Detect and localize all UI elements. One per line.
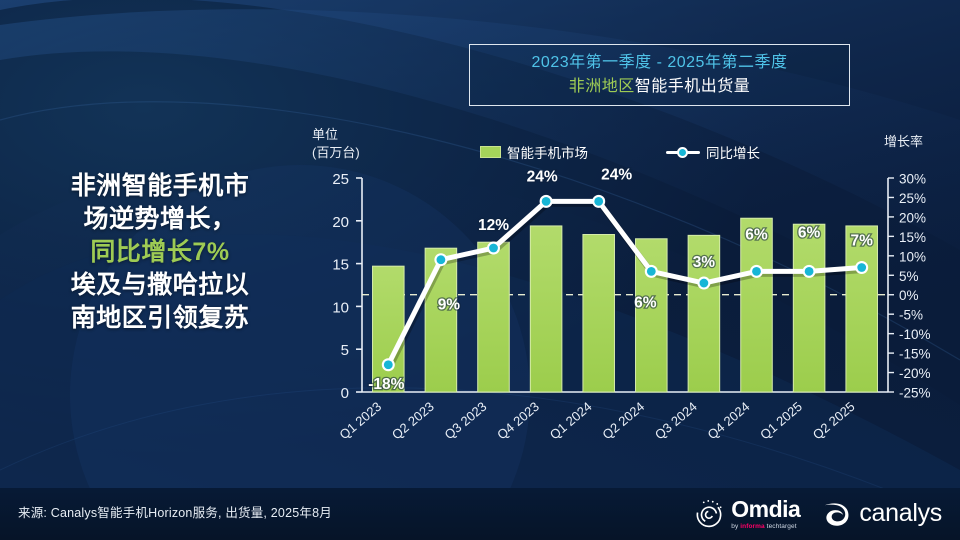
growth-label-Q2-2025: 7% bbox=[850, 232, 873, 249]
left-axis-unit-caption: 单位 (百万台) bbox=[312, 126, 386, 161]
growth-label-Q2-2024: 6% bbox=[634, 294, 657, 311]
source-note: 来源: Canalys智能手机Horizon服务, 出货量, 2025年8月 bbox=[18, 506, 332, 520]
svg-text:15%: 15% bbox=[899, 230, 926, 245]
svg-text:20%: 20% bbox=[899, 210, 926, 225]
headline-line-2: 场逆势增长， bbox=[83, 205, 237, 233]
headline-line-4: 埃及与撒哈拉以 bbox=[70, 271, 250, 299]
bar-Q1-2023 bbox=[372, 265, 405, 393]
line-marker-Q4-2023 bbox=[539, 194, 553, 208]
logo-group: Omdia by informa techtarget canalys bbox=[694, 495, 942, 531]
x-tick-Q4-2023: Q4 2023 bbox=[494, 399, 542, 443]
bar-Q1-2024 bbox=[582, 233, 615, 393]
svg-text:-25%: -25% bbox=[899, 386, 931, 401]
line-marker-Q2-2023 bbox=[434, 253, 448, 267]
omdia-logo: Omdia by informa techtarget bbox=[694, 495, 801, 531]
svg-text:30%: 30% bbox=[899, 172, 926, 187]
svg-text:5: 5 bbox=[341, 342, 349, 359]
svg-text:0: 0 bbox=[341, 385, 349, 402]
growth-label-Q2-2023: 9% bbox=[438, 297, 461, 314]
growth-label-Q4-2023: 24% bbox=[527, 168, 558, 185]
right-axis-growth-caption: 增长率 bbox=[884, 134, 924, 149]
omdia-tagline: by informa techtarget bbox=[731, 522, 800, 531]
legend-bar-label: 智能手机市场 bbox=[507, 146, 588, 161]
footer-bar bbox=[0, 488, 960, 540]
line-marker-Q3-2023 bbox=[487, 241, 500, 255]
omdia-tagline-by: by bbox=[731, 522, 741, 530]
x-tick-Q3-2023: Q3 2023 bbox=[442, 399, 490, 443]
line-marker-Q2-2024 bbox=[644, 264, 658, 278]
svg-text:-5%: -5% bbox=[899, 308, 923, 323]
bar-Q1-2025 bbox=[792, 223, 826, 393]
omdia-tagline-brand: informa bbox=[740, 522, 765, 530]
line-marker-Q4-2024 bbox=[750, 264, 763, 278]
growth-label-Q4-2024: 6% bbox=[745, 226, 768, 243]
svg-text:20: 20 bbox=[332, 214, 349, 231]
svg-text:-10%: -10% bbox=[899, 327, 931, 342]
x-tick-Q1-2024: Q1 2024 bbox=[547, 399, 595, 443]
headline-line-1: 非洲智能手机市 bbox=[70, 172, 250, 200]
x-tick-Q2-2024: Q2 2024 bbox=[599, 399, 647, 443]
x-tick-Q2-2025: Q2 2025 bbox=[810, 399, 858, 443]
bar-Q3-2023 bbox=[477, 241, 510, 393]
x-tick-Q1-2023: Q1 2023 bbox=[336, 399, 384, 443]
chart-title-box: 2023年第一季度 - 2025年第二季度 非洲地区智能手机出货量 bbox=[469, 44, 850, 106]
svg-text:25: 25 bbox=[332, 171, 349, 188]
x-tick-Q1-2025: Q1 2025 bbox=[757, 399, 805, 443]
growth-label-Q1-2025: 6% bbox=[798, 224, 821, 241]
growth-label-Q1-2023: -18% bbox=[368, 376, 404, 393]
unit-caption-line-2: (百万台) bbox=[312, 144, 360, 160]
chart-title-subject-region: 非洲地区 bbox=[568, 78, 635, 95]
omdia-wordmark: Omdia by informa techtarget bbox=[731, 495, 801, 531]
line-marker-Q1-2025 bbox=[802, 264, 816, 278]
canalys-name: canalys bbox=[859, 499, 942, 528]
bar-Q2-2025 bbox=[845, 225, 878, 393]
bar-Q4-2024 bbox=[740, 217, 773, 393]
headline-line-5: 南地区引领复苏 bbox=[70, 304, 250, 332]
growth-label-Q3-2024: 3% bbox=[693, 254, 716, 271]
svg-text:5%: 5% bbox=[899, 269, 919, 284]
bar-Q4-2023 bbox=[529, 225, 563, 393]
legend-line-marker-icon bbox=[666, 146, 700, 158]
line-marker-Q3-2024 bbox=[697, 276, 711, 290]
svg-text:-20%: -20% bbox=[899, 366, 931, 381]
growth-label-Q1-2024: 24% bbox=[601, 166, 632, 183]
omdia-name: Omdia bbox=[731, 495, 801, 522]
headline: 非洲智能手机市 场逆势增长， 同比增长7% 埃及与撒哈拉以 南地区引领复苏 bbox=[20, 170, 300, 335]
canalys-logo: canalys bbox=[822, 499, 942, 528]
chart-title-subject: 非洲地区智能手机出货量 bbox=[470, 75, 849, 99]
legend-item-bar[interactable]: 智能手机市场 bbox=[480, 142, 588, 162]
svg-text:10%: 10% bbox=[899, 249, 926, 264]
chart-title-period: 2023年第一季度 - 2025年第二季度 bbox=[531, 54, 788, 71]
line-marker-Q1-2023 bbox=[381, 358, 395, 372]
svg-text:-15%: -15% bbox=[899, 347, 931, 362]
unit-caption-line-1: 单位 bbox=[312, 127, 339, 142]
chart-legend: 智能手机市场 同比增长 bbox=[480, 142, 760, 162]
headline-line-3-highlight: 同比增长7% bbox=[90, 238, 230, 266]
svg-text:0%: 0% bbox=[899, 288, 919, 303]
svg-text:10: 10 bbox=[332, 299, 349, 316]
legend-bar-swatch-icon bbox=[480, 146, 501, 158]
x-tick-Q4-2024: Q4 2024 bbox=[705, 399, 753, 443]
x-tick-Q2-2023: Q2 2023 bbox=[389, 399, 437, 443]
growth-label-Q3-2023: 12% bbox=[478, 217, 509, 234]
chart-title-subject-metric: 智能手机出货量 bbox=[634, 78, 751, 95]
canalys-mark-icon bbox=[825, 503, 849, 526]
omdia-mark-icon bbox=[696, 499, 722, 527]
bar-Q2-2023 bbox=[424, 247, 458, 393]
svg-text:25%: 25% bbox=[899, 191, 926, 206]
line-marker-Q1-2024 bbox=[592, 194, 606, 208]
omdia-tagline-rest: techtarget bbox=[764, 522, 797, 530]
bar-Q3-2024 bbox=[687, 234, 721, 393]
x-tick-Q3-2024: Q3 2024 bbox=[652, 399, 700, 443]
line-marker-Q2-2025 bbox=[855, 260, 869, 274]
bar-Q2-2024 bbox=[635, 238, 668, 393]
legend-line-label: 同比增长 bbox=[706, 146, 760, 161]
legend-item-line[interactable]: 同比增长 bbox=[666, 142, 760, 162]
svg-text:15: 15 bbox=[332, 257, 349, 274]
